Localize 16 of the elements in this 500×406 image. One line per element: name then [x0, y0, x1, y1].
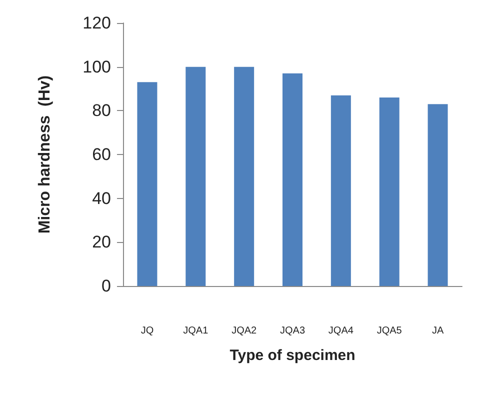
x-tick-label: JQ — [140, 326, 154, 336]
y-tick-label: 80 — [92, 101, 111, 120]
x-axis-title: Type of specimen — [230, 347, 356, 364]
x-tick-label: JQA3 — [280, 326, 306, 336]
y-tick-label: 20 — [92, 232, 111, 252]
y-tick-label: 100 — [82, 57, 111, 76]
y-tick-label: 40 — [92, 188, 111, 208]
x-tick-label: JQA1 — [183, 326, 209, 336]
x-tick-label: JQA4 — [328, 326, 354, 336]
y-tick-label: 60 — [92, 145, 111, 164]
x-tick-label: JA — [432, 326, 444, 336]
x-tick-label: JQA2 — [232, 326, 258, 336]
x-tick-label: JQA5 — [376, 326, 402, 336]
y-axis-title: Micro hardness (Hv) — [36, 75, 54, 234]
y-tick-label: 0 — [102, 276, 111, 296]
y-tick-label: 120 — [82, 14, 111, 32]
